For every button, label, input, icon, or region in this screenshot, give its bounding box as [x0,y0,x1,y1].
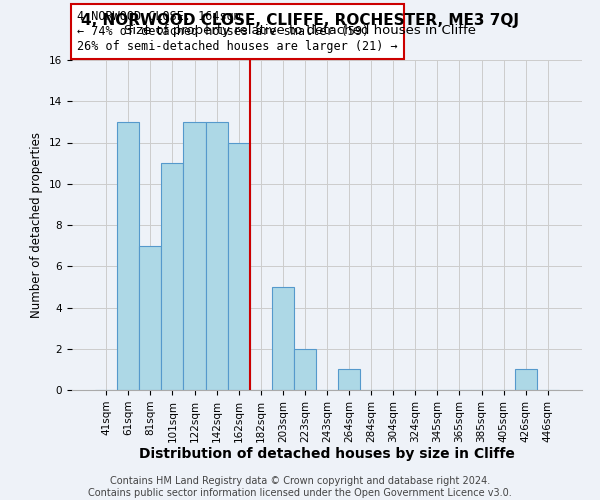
Bar [184,122,206,390]
Text: 4, NORWOOD CLOSE, CLIFFE, ROCHESTER, ME3 7QJ: 4, NORWOOD CLOSE, CLIFFE, ROCHESTER, ME3… [81,12,519,28]
Text: 4 NORWOOD CLOSE: 164sqm
← 74% of detached houses are smaller (59)
26% of semi-de: 4 NORWOOD CLOSE: 164sqm ← 74% of detache… [77,10,398,54]
Text: Size of property relative to detached houses in Cliffe: Size of property relative to detached ho… [124,24,476,37]
Y-axis label: Number of detached properties: Number of detached properties [31,132,43,318]
Bar [161,163,184,390]
Bar [117,122,139,390]
Bar [227,142,250,390]
Bar [272,287,294,390]
Bar [139,246,161,390]
Text: Contains HM Land Registry data © Crown copyright and database right 2024.
Contai: Contains HM Land Registry data © Crown c… [88,476,512,498]
Bar [338,370,360,390]
Bar [294,349,316,390]
X-axis label: Distribution of detached houses by size in Cliffe: Distribution of detached houses by size … [139,448,515,462]
Bar [206,122,227,390]
Bar [515,370,537,390]
